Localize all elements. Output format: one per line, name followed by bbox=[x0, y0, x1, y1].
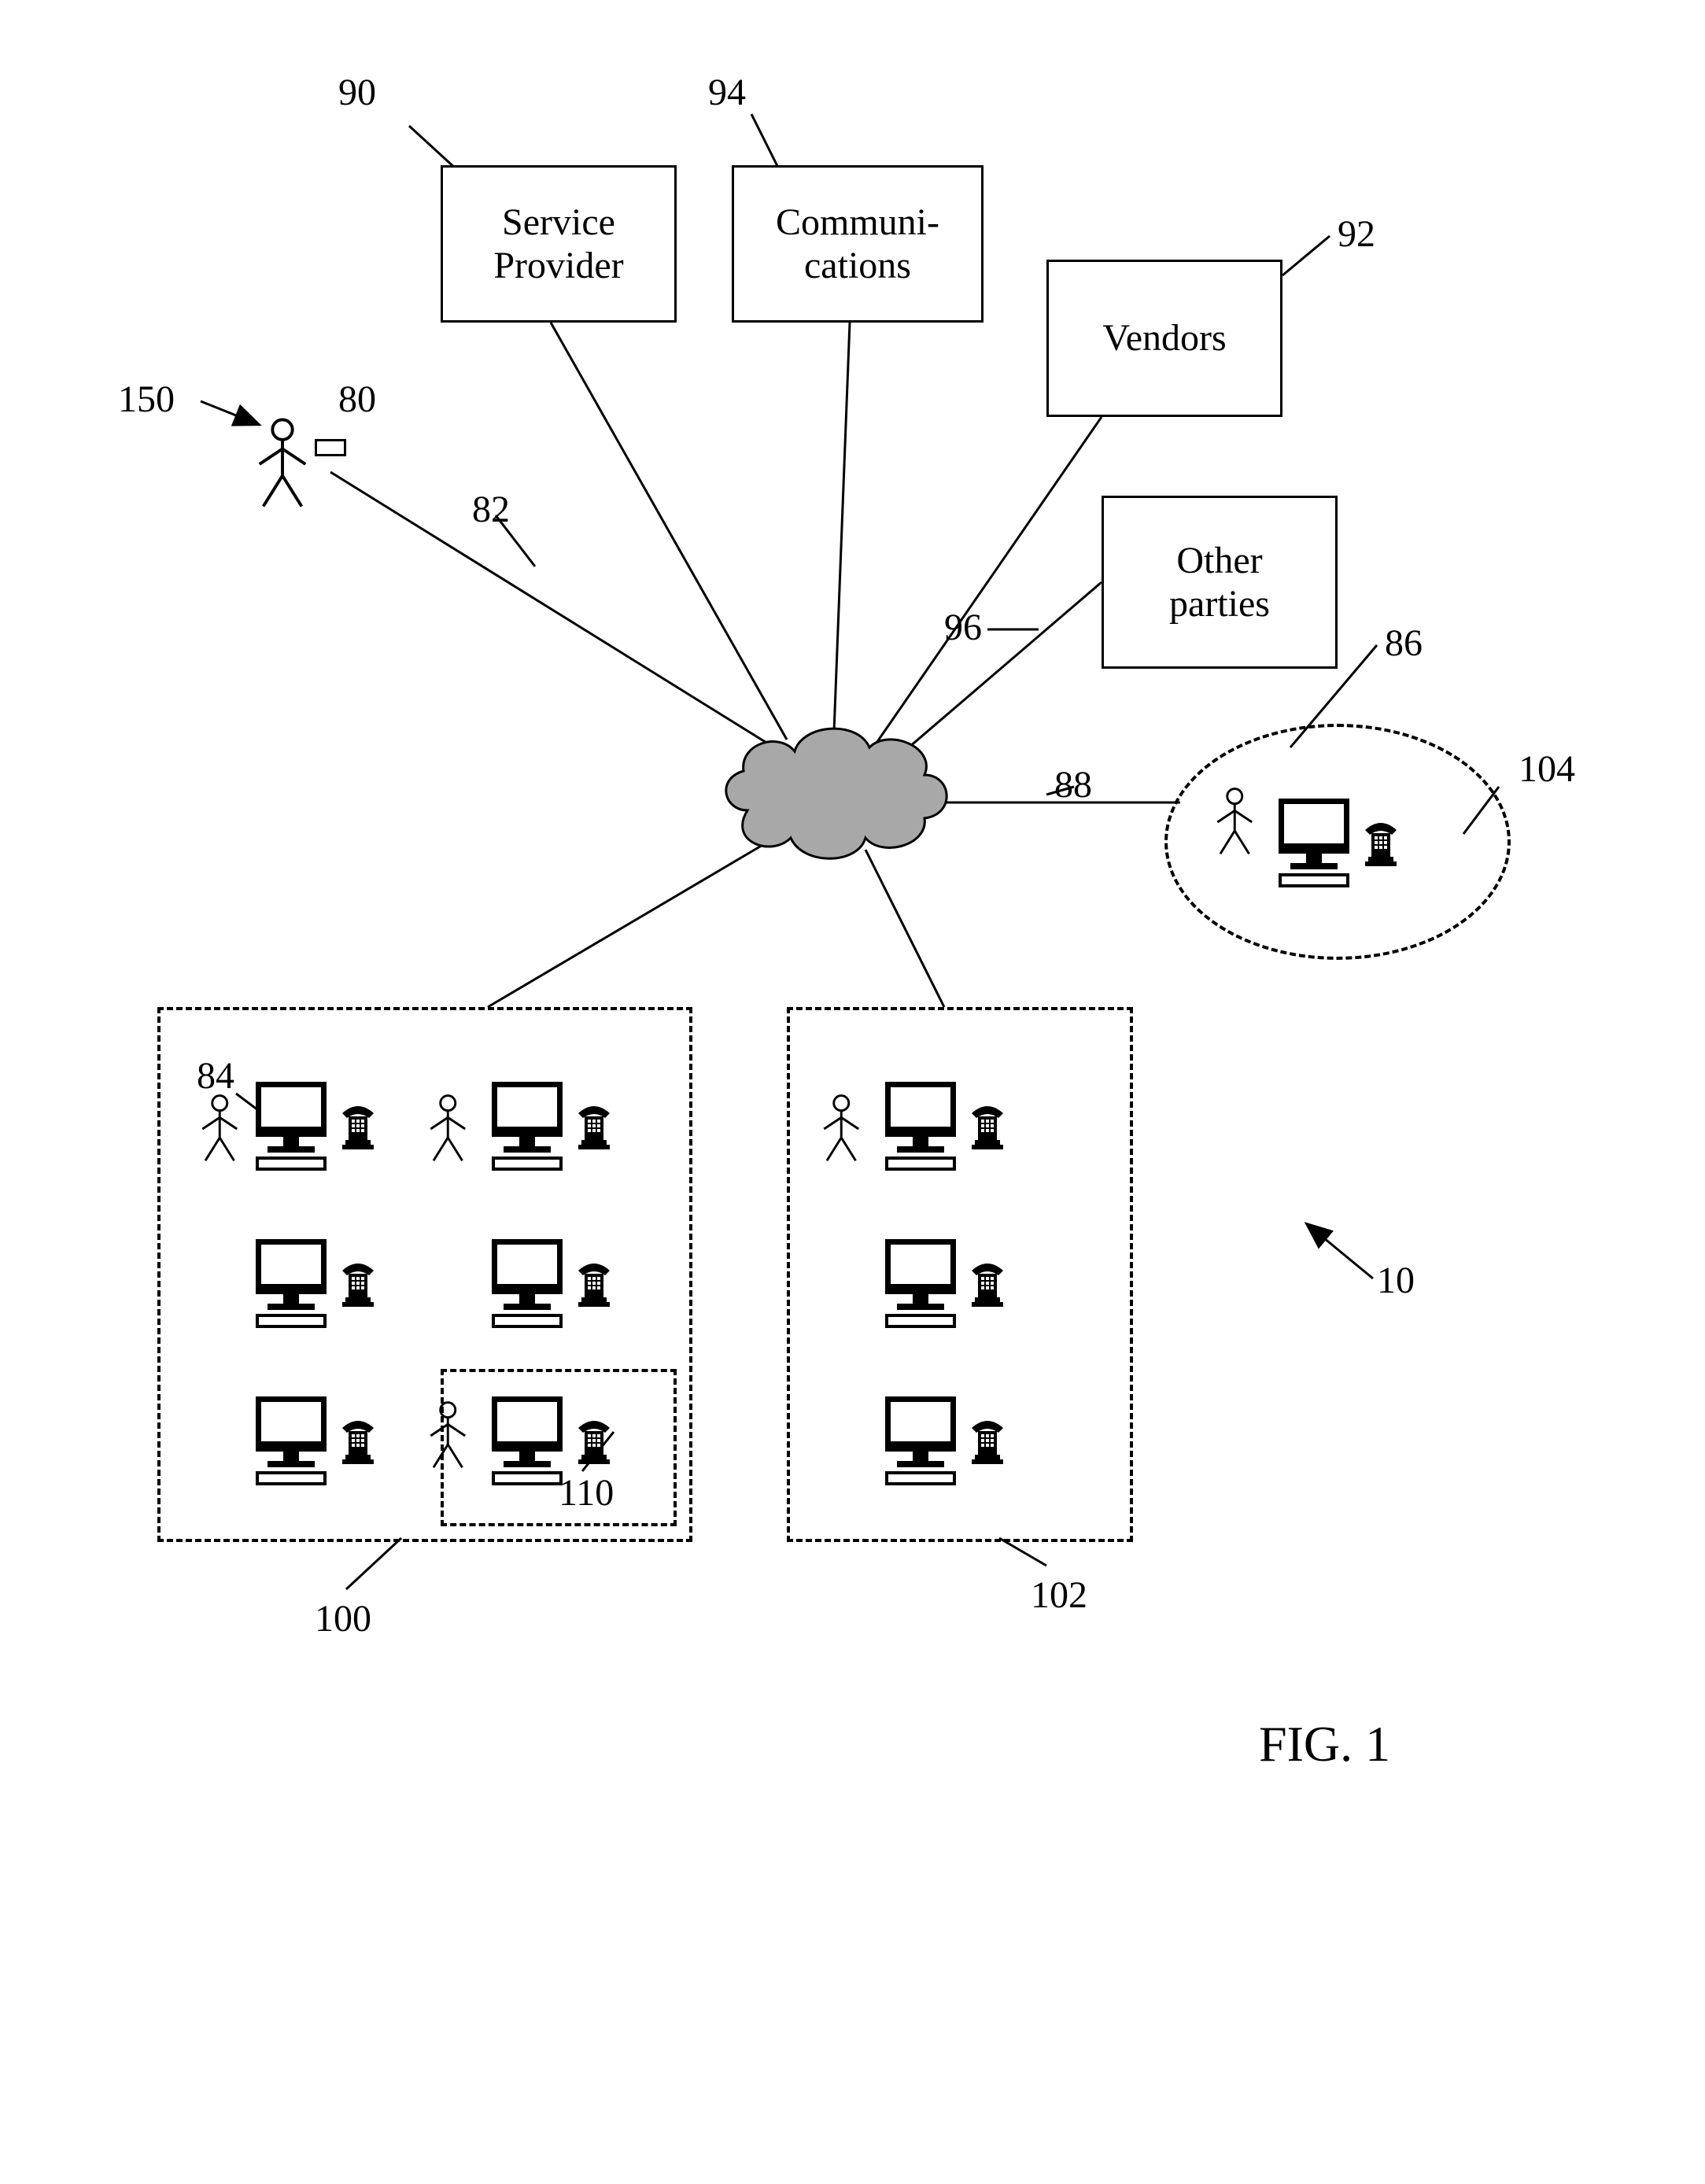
workstation-icon bbox=[1275, 795, 1408, 901]
workstation-icon bbox=[488, 1078, 622, 1184]
workstation-icon bbox=[488, 1235, 622, 1341]
figure-canvas: ServiceProvider Communi-cations Vendors … bbox=[0, 0, 1705, 2184]
other-parties-label: Otherparties bbox=[1169, 539, 1270, 625]
workstation-icon bbox=[881, 1393, 1015, 1499]
ref-92: 92 bbox=[1338, 212, 1375, 256]
person-icon bbox=[1212, 787, 1258, 861]
workstation-icon bbox=[881, 1235, 1015, 1341]
ref-82: 82 bbox=[472, 488, 510, 531]
ref-90: 90 bbox=[338, 71, 376, 114]
service-provider-label: ServiceProvider bbox=[493, 201, 623, 287]
ref-80: 80 bbox=[338, 378, 376, 421]
vendors-label: Vendors bbox=[1102, 316, 1226, 360]
figure-label: FIG. 1 bbox=[1259, 1715, 1390, 1773]
ref-84: 84 bbox=[197, 1054, 234, 1098]
ref-150: 150 bbox=[118, 378, 175, 421]
ref-10: 10 bbox=[1377, 1259, 1415, 1302]
workstation-icon bbox=[252, 1393, 386, 1499]
person-icon bbox=[425, 1094, 471, 1168]
ref-96: 96 bbox=[944, 606, 982, 649]
ref-86: 86 bbox=[1385, 622, 1423, 665]
person-icon bbox=[197, 1094, 243, 1168]
person-icon bbox=[425, 1400, 471, 1475]
network-cloud-icon bbox=[726, 729, 947, 858]
ref-104: 104 bbox=[1519, 747, 1575, 791]
communications-box: Communi-cations bbox=[732, 165, 984, 323]
ref-88: 88 bbox=[1054, 763, 1092, 806]
ref-102: 102 bbox=[1031, 1573, 1087, 1617]
workstation-icon bbox=[252, 1078, 386, 1184]
mobile-device-icon bbox=[315, 439, 346, 456]
communications-label: Communi-cations bbox=[776, 201, 939, 287]
workstation-icon bbox=[488, 1393, 622, 1499]
vendors-box: Vendors bbox=[1046, 260, 1282, 417]
workstation-icon bbox=[252, 1235, 386, 1341]
ref-100: 100 bbox=[315, 1597, 371, 1640]
service-provider-box: ServiceProvider bbox=[441, 165, 677, 323]
person-icon bbox=[252, 417, 313, 515]
person-icon bbox=[818, 1094, 865, 1168]
ref-94: 94 bbox=[708, 71, 746, 114]
workstation-icon bbox=[881, 1078, 1015, 1184]
other-parties-box: Otherparties bbox=[1102, 496, 1338, 669]
